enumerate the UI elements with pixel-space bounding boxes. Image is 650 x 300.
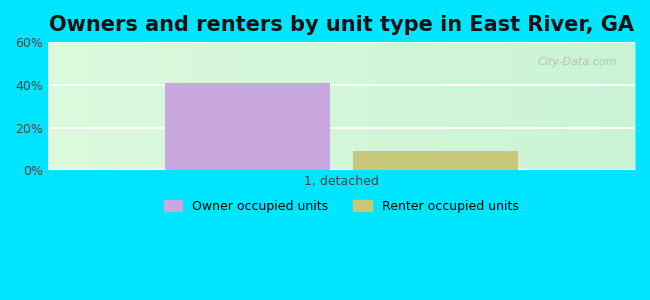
Bar [165,83,330,170]
Bar [353,151,517,170]
Bar [165,83,330,170]
Title: Owners and renters by unit type in East River, GA: Owners and renters by unit type in East … [49,15,634,35]
Bar [353,151,517,170]
Text: City-Data.com: City-Data.com [538,58,617,68]
Legend: Owner occupied units, Renter occupied units: Owner occupied units, Renter occupied un… [159,195,524,218]
